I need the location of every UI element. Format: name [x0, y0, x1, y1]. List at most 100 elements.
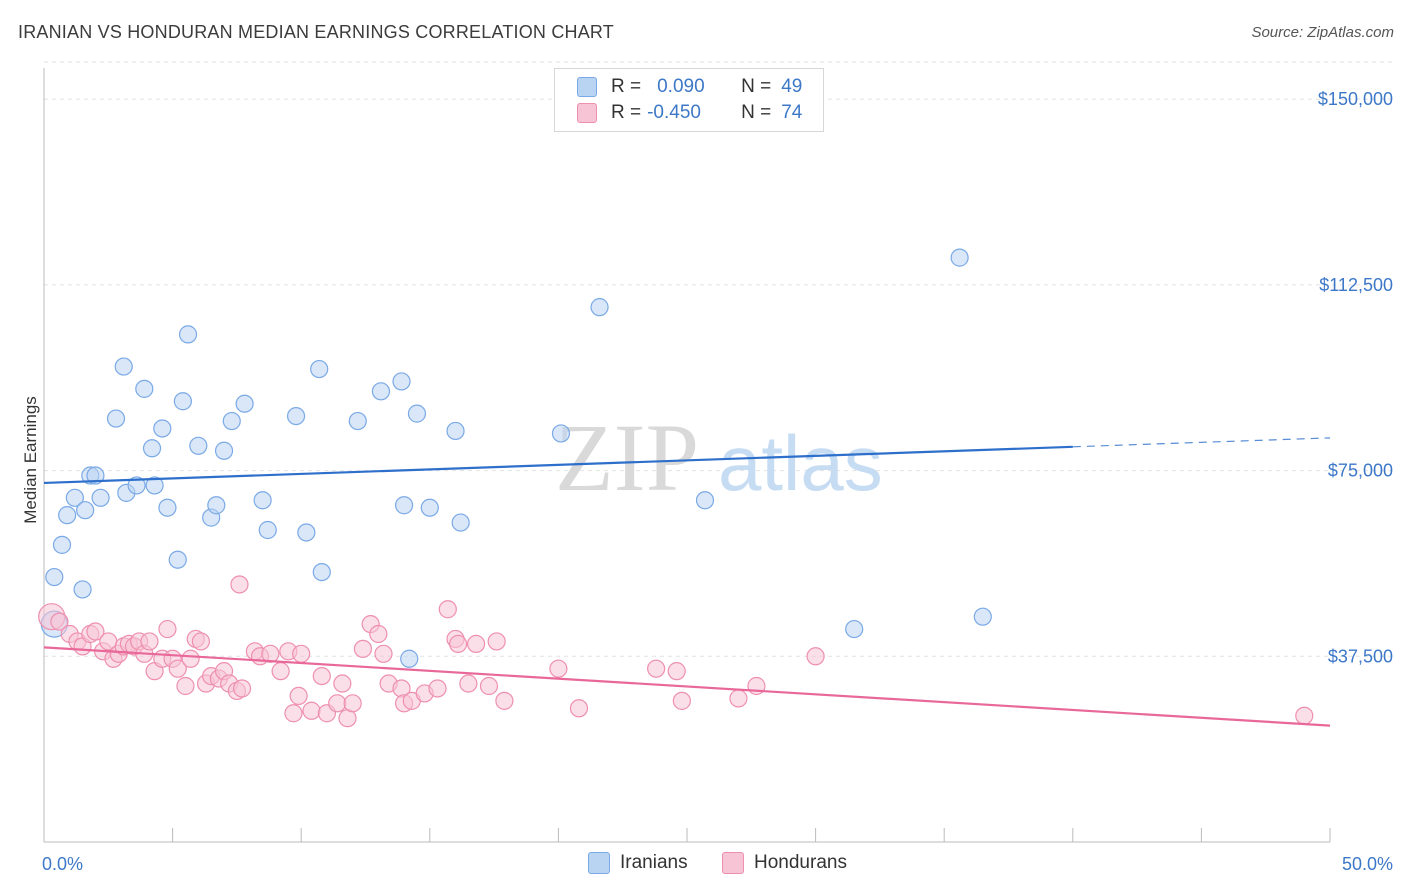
- axes: [43, 68, 1331, 843]
- series-swatch-hondurans: [722, 852, 744, 874]
- y-tick-label: $112,500: [1319, 275, 1393, 295]
- data-points: [38, 248, 1314, 728]
- honduran-point: [302, 701, 321, 720]
- honduran-point: [343, 694, 362, 713]
- honduran-point: [86, 622, 105, 641]
- honduran-point: [289, 686, 308, 706]
- legend-n-value: 74: [781, 102, 803, 123]
- honduran-point: [168, 659, 187, 678]
- iranian-trend-line: [43, 445, 1073, 485]
- honduran-point: [806, 647, 825, 666]
- honduran-point: [667, 662, 686, 681]
- axis-labels: $37,500 $75,000 $112,500 $150,000 0.0% 50.0%: [42, 89, 1393, 874]
- grid-lines: [44, 61, 1392, 657]
- honduran-point: [353, 639, 373, 658]
- honduran-trend-line: [43, 646, 1331, 727]
- iranian-point: [189, 436, 208, 455]
- legend-row-hondurans: R = -0.450 N = 74: [577, 101, 802, 125]
- honduran-point: [466, 634, 486, 654]
- iranian-point: [973, 607, 992, 626]
- iranian-point: [114, 357, 133, 376]
- iranian-point: [590, 298, 609, 317]
- iranian-point: [394, 496, 414, 515]
- honduran-point: [729, 689, 748, 708]
- iranian-point: [214, 441, 234, 460]
- iranian-point: [297, 523, 316, 542]
- iranian-point: [258, 520, 277, 540]
- series-label-iranians: Iranians: [620, 852, 688, 873]
- honduran-point: [328, 694, 347, 713]
- iranian-point: [142, 439, 162, 458]
- honduran-point: [479, 676, 499, 696]
- iranian-point: [451, 513, 470, 532]
- iranian-point: [695, 491, 715, 510]
- honduran-point: [438, 600, 457, 619]
- iranian-point: [45, 567, 64, 587]
- iranian-point: [145, 476, 164, 495]
- iranian-point: [407, 404, 427, 423]
- iranian-point: [551, 424, 571, 443]
- honduran-point: [312, 666, 331, 686]
- iranian-point: [371, 382, 391, 401]
- x-tick-label-left: 0.0%: [42, 854, 83, 874]
- iranian-point: [158, 498, 177, 517]
- honduran-point: [374, 644, 393, 663]
- series-legend-hondurans: Hondurans: [722, 852, 847, 874]
- legend-n-value: 49: [781, 76, 803, 97]
- series-legend-iranians: Iranians: [588, 852, 688, 874]
- honduran-point: [50, 612, 69, 631]
- iranian-point: [127, 476, 146, 495]
- iranian-point: [312, 562, 331, 582]
- x-tick-label-right: 50.0%: [1342, 854, 1393, 874]
- honduran-point: [292, 644, 311, 663]
- honduran-point: [261, 644, 280, 663]
- legend-swatch-hondurans: [577, 103, 597, 123]
- iranian-point: [400, 649, 419, 668]
- trend-lines: [43, 437, 1331, 727]
- honduran-point: [495, 691, 514, 710]
- y-axis-label: Median Earnings: [21, 396, 40, 524]
- honduran-point: [569, 699, 589, 718]
- iranian-point: [446, 421, 465, 441]
- iranian-point: [950, 248, 969, 267]
- watermark-atlas: atlas: [718, 419, 883, 507]
- watermark: ZIP atlas: [555, 404, 883, 511]
- legend-r-value: -0.450: [647, 102, 701, 123]
- iranian-point: [222, 411, 241, 431]
- iranian-point: [286, 406, 306, 426]
- honduran-point: [459, 674, 478, 693]
- honduran-point: [158, 619, 177, 639]
- iranian-point: [310, 359, 329, 379]
- honduran-point: [333, 674, 352, 693]
- iranian-point: [392, 372, 411, 391]
- iranian-point: [207, 496, 226, 515]
- y-tick-label: $75,000: [1328, 461, 1393, 481]
- iranian-point: [76, 501, 95, 520]
- legend-swatch-iranians: [577, 77, 597, 97]
- iranian-point: [91, 488, 110, 507]
- honduran-point: [647, 659, 666, 678]
- honduran-point: [191, 632, 210, 651]
- honduran-point: [428, 679, 447, 698]
- iranian-point: [153, 419, 172, 438]
- iranian-trend-extension: [1072, 437, 1331, 448]
- honduran-point: [140, 632, 159, 651]
- honduran-point: [1295, 706, 1314, 725]
- honduran-point: [284, 704, 303, 723]
- series-swatch-iranians: [588, 852, 610, 874]
- honduran-point: [672, 691, 691, 710]
- series-label-hondurans: Hondurans: [754, 852, 847, 873]
- legend-n-label: N =: [741, 102, 772, 123]
- y-tick-label: $150,000: [1318, 89, 1393, 109]
- honduran-point: [448, 634, 468, 654]
- correlation-legend: R = 0.090 N = 49 R = -0.450 N = 74: [554, 68, 824, 132]
- iranian-point: [135, 379, 154, 398]
- iranian-point: [73, 580, 92, 599]
- iranian-point: [173, 392, 192, 411]
- iranian-point: [58, 506, 77, 525]
- honduran-point: [487, 632, 506, 651]
- iranian-point: [420, 498, 439, 517]
- honduran-point: [549, 659, 568, 678]
- watermark-zip: ZIP: [555, 404, 699, 511]
